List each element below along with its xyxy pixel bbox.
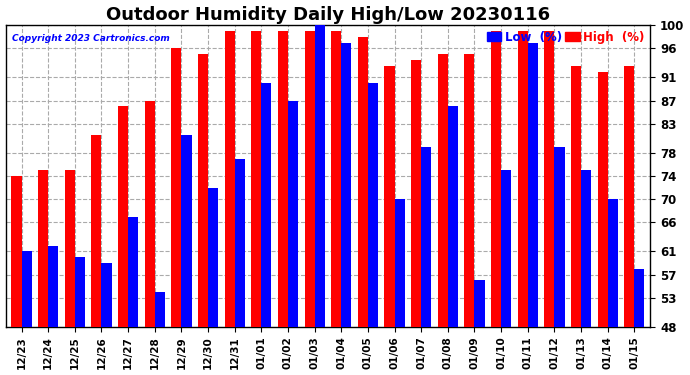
Bar [251,31,262,327]
Bar [21,251,32,327]
Bar [437,54,448,327]
Bar [555,147,564,327]
Bar [75,257,85,327]
Bar [624,66,634,327]
Text: Copyright 2023 Cartronics.com: Copyright 2023 Cartronics.com [12,34,170,43]
Bar [544,31,555,327]
Bar [198,54,208,327]
Bar [278,31,288,327]
Bar [475,280,484,327]
Bar [571,66,581,327]
Bar [491,31,501,327]
Bar [208,188,218,327]
Bar [421,147,431,327]
Legend: Low  (%), High  (%): Low (%), High (%) [487,31,644,44]
Bar [145,100,155,327]
Bar [128,217,138,327]
Bar [581,170,591,327]
Bar [528,42,538,327]
Bar [315,25,325,327]
Bar [634,269,644,327]
Bar [342,42,351,327]
Bar [118,106,128,327]
Bar [448,106,458,327]
Bar [155,292,165,327]
Bar [91,135,101,327]
Title: Outdoor Humidity Daily High/Low 20230116: Outdoor Humidity Daily High/Low 20230116 [106,6,550,24]
Bar [288,100,298,327]
Bar [518,31,528,327]
Bar [262,83,271,327]
Bar [411,60,421,327]
Bar [171,48,181,327]
Bar [331,31,342,327]
Bar [358,37,368,327]
Bar [38,170,48,327]
Bar [12,176,21,327]
Bar [235,159,245,327]
Bar [48,246,59,327]
Bar [65,170,75,327]
Bar [224,31,235,327]
Bar [501,170,511,327]
Bar [608,199,618,327]
Bar [395,199,405,327]
Bar [368,83,378,327]
Bar [101,263,112,327]
Bar [464,54,475,327]
Bar [181,135,192,327]
Bar [598,72,608,327]
Bar [384,66,395,327]
Bar [304,31,315,327]
